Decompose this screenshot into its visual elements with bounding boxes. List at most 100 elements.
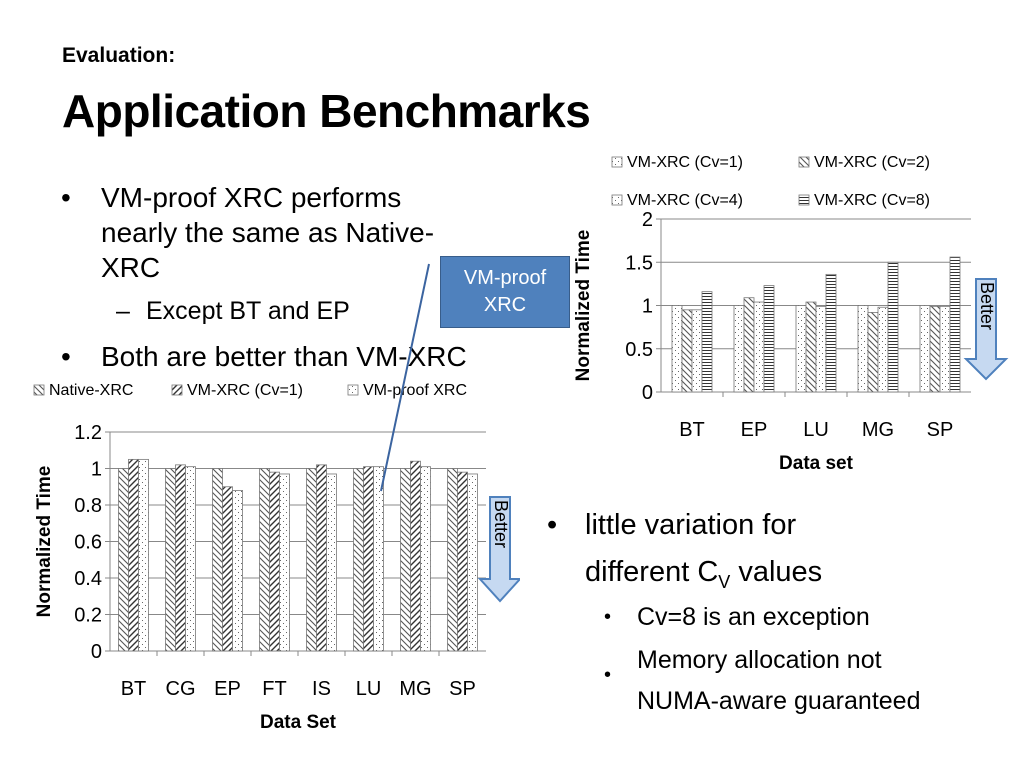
legend-label: VM-XRC (Cv=8) [814,192,930,209]
better-arrow-shape [477,496,520,603]
bullet-1-line2: nearly the same as Native- [101,217,435,248]
legend-label: VM-XRC (Cv=1) [627,154,743,171]
legend-swatch [33,384,45,396]
bar-FT-series-1 [269,471,280,652]
y-tick-label: 0 [91,641,102,663]
callout-vm-proof-xrc: VM-proof XRC [440,256,570,328]
y-tick-label: 1.5 [625,252,653,274]
bar-EP-series-0 [212,468,223,652]
bar-IS-series-0 [306,468,317,652]
bullet-2-text: Both are better than VM-XRC [101,341,467,372]
bar-SP-series-2 [467,473,478,652]
slide-title: Application Benchmarks [62,85,591,137]
x-tick-label: LU [356,678,382,700]
bar-BT-series-1 [128,458,139,652]
x-tick-label: MG [399,678,431,700]
x-tick-label: MG [862,419,894,441]
y-tick-label: 1.2 [74,422,102,444]
y-tick-label: 1 [642,296,653,318]
y-tick-label: 0.4 [74,568,102,590]
x-tick-label: SP [927,419,954,441]
y-axis-title: Normalized Time [34,466,55,618]
bar-BT-series-2 [691,309,703,393]
right-sub-bullet-1: • Cv=8 is an exception [604,603,870,632]
y-tick-label: 0.2 [74,605,102,627]
bar-EP-series-1 [743,297,755,393]
legend-label: VM-XRC (Cv=1) [187,382,303,399]
x-tick-label: EP [214,678,241,700]
legend-label: VM-XRC (Cv=4) [627,192,743,209]
better-arrow-shape [963,278,1009,381]
bar-BT-series-0 [118,468,129,652]
right-bar-chart: 0 0.5 1 1.5 2 BT EP LU MG SP Data set Normalized Ti… [573,154,1009,474]
bar-IS-series-2 [326,473,337,652]
bar-BT-series-0 [671,305,683,393]
right-sub-bullet-1-text: Cv=8 is an exception [637,603,870,631]
x-tick-label: EP [741,419,768,441]
better-label: Better [491,500,511,548]
bar-LU-series-0 [353,468,364,652]
right-bullet-1: • little variation for different CV valu… [547,502,823,606]
right-bullet-1-line2: different CV values [585,556,823,592]
bar-CG-series-1 [175,464,186,652]
bar-MG-series-2 [877,306,889,393]
bar-EP-series-2 [753,301,765,393]
right-bullet-1-line1: little variation for [585,509,797,541]
bar-LU-series-0 [795,305,807,393]
bar-BT-series-3 [701,291,713,393]
bar-BT-series-1 [681,309,693,393]
x-tick-label: BT [679,419,705,441]
y-tick-label: 1 [91,459,102,481]
x-tick-label: FT [262,678,286,700]
legend-label: VM-XRC (Cv=2) [814,154,930,171]
legend-swatch [798,156,810,168]
legend-label: VM-proof XRC [363,382,467,399]
left-bar-chart: 0 0.2 0.4 0.6 0.8 1 1.2 BT CG EP FT IS LU MG SP Data Se… [33,382,520,733]
bar-EP-series-2 [232,490,243,652]
x-tick-label: SP [449,678,476,700]
bar-FT-series-0 [259,468,270,652]
sub-bullet-1-text: Except BT and EP [146,297,350,325]
bar-MG-series-2 [420,466,431,652]
right-sub-bullet-2-line1: Memory allocation not [637,646,882,674]
bullet-1-line1: VM-proof XRC performs [101,182,402,213]
bullet-1: • VM-proof XRC performs nearly the same … [61,180,435,285]
callout-line2: XRC [483,294,527,316]
bullet-dot: • [604,664,612,686]
bar-MG-series-1 [867,312,879,393]
better-arrow: Better [963,278,1009,381]
x-tick-label: CG [166,678,196,700]
legend-swatch [347,384,359,396]
x-axis-title: Data set [779,453,854,474]
y-tick-label: 0.5 [625,339,653,361]
legend-swatch [171,384,183,396]
slide-subtitle: Evaluation: [62,44,176,67]
bar-MG-series-3 [887,261,899,393]
bar-IS-series-1 [316,464,327,652]
bar-EP-series-1 [222,486,233,652]
y-tick-label: 0.6 [74,532,102,554]
right-sub-bullet-2-line2: NUMA-aware guaranteed [637,687,921,715]
right-sub-bullet-2: • Memory allocation not NUMA-aware guara… [604,646,921,722]
x-tick-label: LU [803,419,829,441]
bar-CG-series-2 [185,466,196,652]
y-tick-label: 0 [642,382,653,404]
bar-LU-series-2 [373,466,384,652]
bar-SP-series-1 [929,305,941,393]
bar-SP-series-3 [949,256,961,393]
bar-MG-series-0 [857,305,869,393]
bullet-1-line3: XRC [101,252,161,283]
y-axis-title: Normalized Time [573,230,594,382]
callout-line1: VM-proof [463,267,547,289]
bullet-dot: • [604,606,612,628]
better-arrow: Better [477,496,520,603]
bullet-2: • Both are better than VM-XRC [61,339,467,374]
x-axis-title: Data Set [260,712,337,733]
legend-swatch [611,194,623,206]
bar-SP-series-0 [919,305,931,393]
bullet-dot: • [61,341,71,372]
better-label: Better [977,282,997,330]
bar-SP-series-2 [939,305,951,393]
bar-LU-series-1 [805,301,817,393]
bar-CG-series-0 [165,468,176,652]
